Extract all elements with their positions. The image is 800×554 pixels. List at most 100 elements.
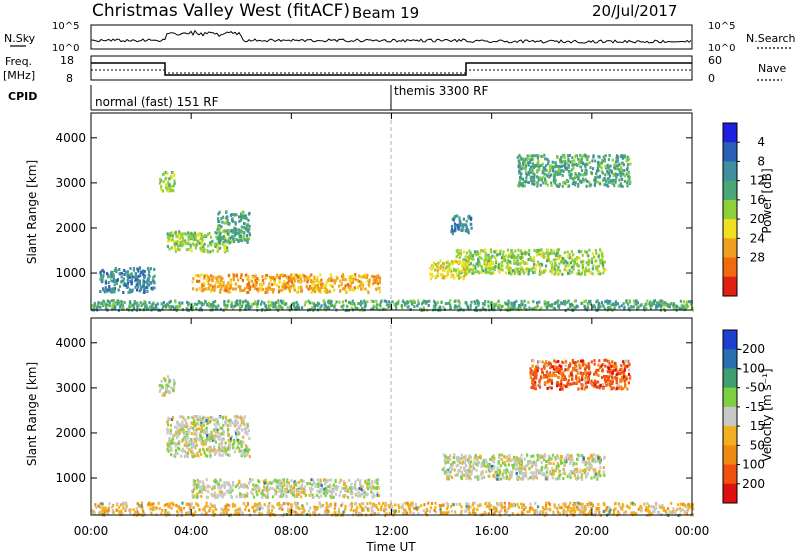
range-cell: [427, 304, 430, 307]
range-cell: [571, 160, 574, 164]
range-cell: [123, 502, 126, 506]
range-cell: [208, 284, 211, 288]
range-cell: [177, 441, 180, 445]
range-cell: [532, 300, 535, 304]
range-cell: [406, 305, 409, 309]
range-cell: [185, 511, 188, 515]
range-cell: [113, 283, 116, 287]
range-cell: [195, 307, 198, 311]
range-cell: [358, 493, 361, 497]
range-cell: [585, 250, 588, 254]
range-cell: [326, 505, 329, 509]
range-cell: [136, 303, 139, 307]
range-cell: [691, 513, 694, 517]
range-cell: [292, 302, 295, 305]
range-cell: [469, 256, 472, 260]
range-cell: [326, 511, 329, 515]
range-cell: [359, 302, 362, 305]
range-cell: [188, 232, 191, 236]
nave-trace: [91, 69, 692, 74]
range-cell: [330, 303, 333, 307]
range-cell: [222, 492, 225, 496]
range-cell: [179, 425, 182, 429]
range-cell: [344, 299, 347, 303]
range-cell: [290, 284, 293, 288]
range-cell: [662, 307, 666, 311]
nsky-label: N.Sky: [4, 32, 36, 45]
range-cell: [334, 511, 337, 515]
range-cell: [270, 481, 273, 485]
range-cell: [190, 249, 193, 253]
range-cell: [177, 446, 180, 450]
range-cell: [198, 415, 201, 419]
range-cell: [246, 282, 249, 286]
range-cell: [198, 508, 201, 512]
range-cell: [193, 415, 196, 419]
range-cell: [369, 501, 372, 505]
range-cell: [551, 160, 554, 164]
range-cell: [104, 506, 107, 510]
range-cell: [601, 263, 605, 267]
range-cell: [135, 506, 138, 510]
range-cell: [238, 481, 241, 485]
range-cell: [222, 433, 225, 436]
range-cell: [666, 302, 669, 306]
range-cell: [226, 232, 229, 236]
range-cell: [375, 504, 378, 508]
colorbar-swatch: [723, 219, 737, 239]
range-cell: [545, 180, 548, 184]
range-cell: [226, 246, 229, 249]
range-cell: [279, 273, 282, 277]
range-cell: [373, 486, 376, 490]
range-cell: [597, 264, 600, 268]
range-cell: [563, 299, 567, 303]
range-cell: [342, 480, 345, 484]
range-cell: [320, 494, 323, 498]
range-cell: [479, 503, 482, 507]
range-cell: [590, 507, 593, 510]
range-cell: [253, 486, 256, 490]
range-cell: [608, 506, 611, 510]
range-cell: [502, 250, 505, 254]
range-cell: [364, 505, 367, 509]
range-cell: [438, 504, 441, 507]
range-cell: [140, 287, 143, 291]
range-cell: [312, 286, 315, 290]
range-cell: [227, 284, 230, 288]
range-cell: [610, 171, 614, 175]
range-cell: [187, 242, 190, 246]
range-cell: [227, 299, 230, 303]
range-cell: [178, 248, 181, 252]
range-cell: [409, 300, 412, 303]
range-cell: [467, 508, 470, 512]
range-cell: [152, 275, 155, 279]
range-cell: [237, 303, 240, 307]
range-cell: [591, 272, 594, 276]
range-cell: [295, 273, 298, 277]
range-cell: [193, 423, 196, 427]
range-cell: [571, 270, 574, 274]
range-cell: [483, 303, 486, 307]
range-cell: [256, 302, 259, 306]
range-cell: [308, 301, 311, 305]
range-cell: [168, 247, 171, 251]
range-cell: [466, 272, 469, 276]
range-cell: [168, 183, 171, 187]
range-cell: [530, 165, 533, 169]
y-tick-label: 2000: [55, 221, 86, 235]
range-cell: [147, 273, 150, 277]
range-cell: [130, 278, 133, 282]
range-cell: [170, 176, 173, 179]
range-cell: [550, 181, 553, 185]
range-cell: [209, 439, 212, 443]
range-cell: [327, 305, 330, 309]
range-cell: [224, 288, 227, 292]
range-cell: [440, 300, 443, 304]
range-cell: [577, 184, 580, 188]
range-cell: [306, 502, 309, 506]
range-cell: [333, 281, 336, 285]
range-cell: [267, 488, 270, 492]
range-cell: [165, 387, 168, 391]
range-cell: [289, 485, 292, 488]
range-cell: [240, 212, 243, 216]
